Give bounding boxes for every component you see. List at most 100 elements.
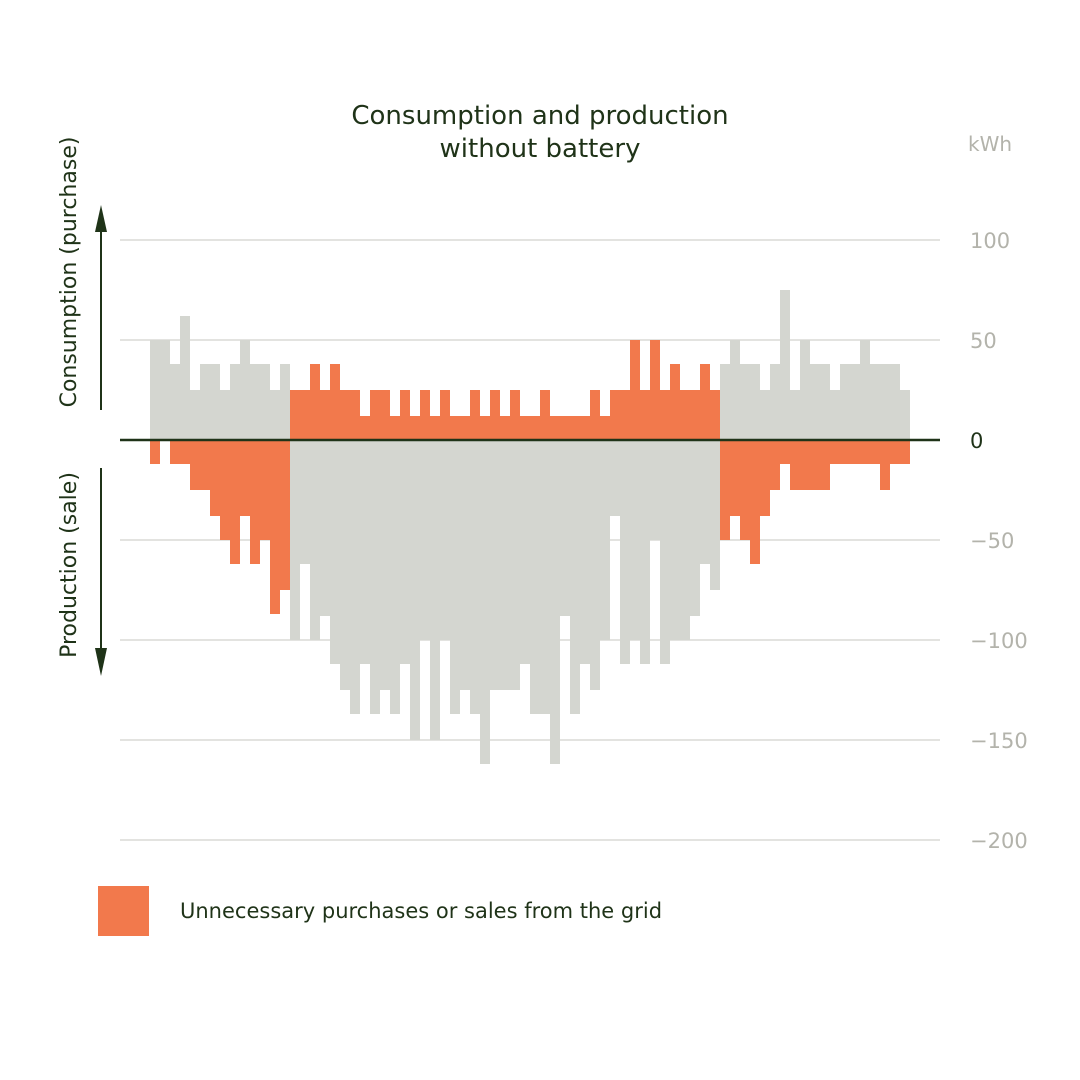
production-bar — [640, 440, 650, 664]
production-bar — [680, 440, 690, 640]
consumption-bar — [450, 416, 460, 440]
consumption-bar — [580, 416, 590, 440]
y-axis-label-consumption: Consumption (purchase) — [57, 137, 82, 408]
production-bar — [430, 440, 440, 740]
production-bar — [390, 440, 400, 714]
consumption-bar — [680, 390, 690, 440]
production-bar — [630, 440, 640, 640]
chart-title-line-2: without battery — [439, 134, 641, 164]
y-axis-label-production: Production (sale) — [57, 472, 82, 658]
production-bar — [740, 440, 750, 540]
production-bar — [280, 440, 290, 590]
production-bar — [190, 440, 200, 490]
production-bar — [590, 440, 600, 690]
production-bar — [530, 440, 540, 714]
consumption-bar — [640, 390, 650, 440]
consumption-bar — [280, 364, 290, 440]
unit-label: kWh — [968, 132, 1013, 156]
consumption-bar — [630, 340, 640, 440]
production-bar — [880, 440, 890, 490]
production-bar — [660, 440, 670, 664]
consumption-bar — [160, 340, 170, 440]
consumption-bar — [830, 390, 840, 440]
consumption-bar — [730, 340, 740, 440]
production-bar — [730, 440, 740, 516]
y-tick-label: −50 — [970, 529, 1014, 553]
consumption-bar — [290, 390, 300, 440]
production-bar — [870, 440, 880, 464]
legend-label: Unnecessary purchases or sales from the … — [180, 899, 663, 923]
production-bar — [270, 440, 280, 614]
chart-title: Consumption and production without batte… — [290, 100, 790, 166]
y-tick-label: −150 — [970, 729, 1028, 753]
consumption-bar — [200, 364, 210, 440]
consumption-bar — [590, 390, 600, 440]
y-tick-label: −100 — [970, 629, 1028, 653]
production-bar — [620, 440, 630, 664]
consumption-bar — [620, 390, 630, 440]
consumption-bar — [170, 364, 180, 440]
consumption-bar — [520, 416, 530, 440]
production-bar — [800, 440, 810, 490]
production-bar — [490, 440, 500, 690]
production-bar — [550, 440, 560, 764]
production-bar — [370, 440, 380, 714]
consumption-bar — [410, 416, 420, 440]
consumption-bar — [570, 416, 580, 440]
consumption-bar — [390, 416, 400, 440]
consumption-bar — [800, 340, 810, 440]
production-bar — [900, 440, 910, 464]
production-bar — [330, 440, 340, 664]
down-arrow-icon — [95, 648, 107, 676]
consumption-bar — [370, 390, 380, 440]
consumption-bar — [900, 390, 910, 440]
consumption-bar — [210, 364, 220, 440]
consumption-bar — [320, 390, 330, 440]
production-bar — [840, 440, 850, 464]
production-bar — [690, 440, 700, 616]
production-bar — [520, 440, 530, 664]
production-bar — [600, 440, 610, 640]
production-bar — [460, 440, 470, 690]
consumption-bar — [870, 364, 880, 440]
production-bar — [420, 440, 430, 640]
production-bar — [820, 440, 830, 490]
production-bar — [380, 440, 390, 690]
consumption-bar — [600, 416, 610, 440]
production-bar — [250, 440, 260, 564]
y-tick-label: 50 — [970, 329, 997, 353]
production-bar — [320, 440, 330, 616]
consumption-bar — [790, 390, 800, 440]
consumption-bar — [190, 390, 200, 440]
consumption-bar — [610, 390, 620, 440]
consumption-bar — [530, 416, 540, 440]
production-bar — [450, 440, 460, 714]
y-tick-label: −200 — [970, 829, 1028, 853]
consumption-bar — [440, 390, 450, 440]
consumption-bar — [350, 390, 360, 440]
production-bar — [340, 440, 350, 690]
production-bar — [210, 440, 220, 516]
consumption-bar — [250, 364, 260, 440]
production-bar — [560, 440, 570, 616]
consumption-bar — [180, 316, 190, 440]
production-bar — [260, 440, 270, 540]
consumption-bar — [310, 364, 320, 440]
consumption-bar — [500, 416, 510, 440]
production-bar — [510, 440, 520, 690]
consumption-bar — [880, 364, 890, 440]
production-bar — [890, 440, 900, 464]
consumption-bar — [810, 364, 820, 440]
production-bar — [220, 440, 230, 540]
consumption-bar — [270, 390, 280, 440]
consumption-bar — [860, 340, 870, 440]
consumption-bar — [340, 390, 350, 440]
production-bar — [770, 440, 780, 490]
consumption-bar — [430, 416, 440, 440]
consumption-bar — [260, 364, 270, 440]
consumption-bar — [460, 416, 470, 440]
production-bar — [810, 440, 820, 490]
production-bar — [750, 440, 760, 564]
consumption-bar — [360, 416, 370, 440]
